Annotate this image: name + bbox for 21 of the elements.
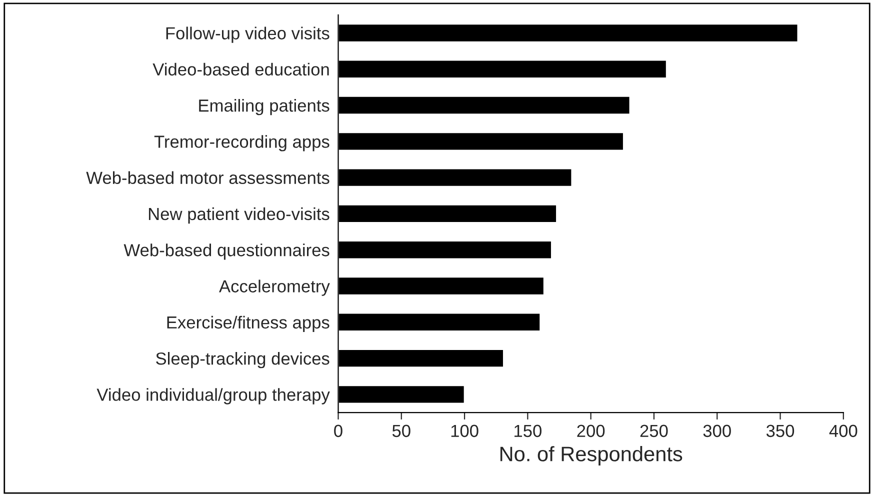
x-tick-label: 200 — [577, 424, 605, 438]
y-tick-label: Emailing patients — [199, 98, 330, 116]
y-tick-label: Accelerometry — [218, 280, 330, 296]
x-tick-label: 150 — [514, 424, 542, 438]
y-tick-label: Follow-up video visits — [166, 26, 330, 43]
y-tick-label: Web-based questionnaires — [124, 244, 330, 260]
y-tick-label: Sleep-tracking devices — [156, 352, 330, 368]
x-tick-label: 400 — [829, 424, 858, 438]
y-tick-label: Web-based motor assessments — [86, 171, 330, 184]
x-tick-label: 50 — [392, 424, 410, 438]
x-tick-label: 350 — [766, 424, 794, 438]
x-tick-label: 0 — [334, 424, 342, 438]
x-tick-label: 100 — [451, 424, 478, 438]
y-tick-label: Exercise/fitness apps — [167, 316, 330, 332]
y-tick-label: Tremor-recording apps — [154, 135, 330, 152]
x-tick-label: 250 — [640, 424, 668, 438]
y-tick-label: Video-based education — [152, 62, 329, 76]
y-tick-label: Video individual/group therapy — [96, 388, 330, 404]
x-tick-label: 300 — [703, 424, 731, 438]
x-axis-title: No. of Respondents — [500, 446, 682, 466]
y-tick-label: New patient video-visits — [148, 207, 330, 224]
